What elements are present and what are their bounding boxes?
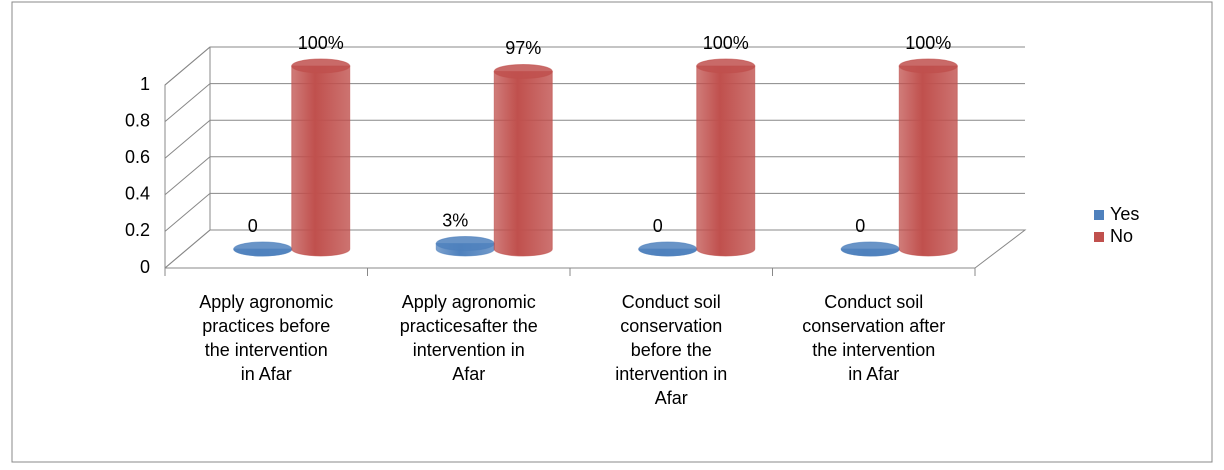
legend-label: Yes xyxy=(1110,204,1139,224)
cylinder-top xyxy=(638,241,698,257)
cylinder xyxy=(291,65,351,257)
y-tick-label: 0 xyxy=(140,257,150,277)
cylinder xyxy=(898,65,958,257)
legend-swatch xyxy=(1094,210,1104,220)
data-label: 100% xyxy=(703,33,749,53)
y-tick-label: 1 xyxy=(140,74,150,94)
cylinder xyxy=(696,65,756,257)
y-tick-label: 0.8 xyxy=(125,110,150,130)
x-tick-label: Apply agronomic practicesafter the interve… xyxy=(400,292,538,384)
legend-swatch xyxy=(1094,232,1104,242)
legend-label: No xyxy=(1110,226,1133,246)
cylinder-top xyxy=(898,58,958,74)
data-label: 100% xyxy=(905,33,951,53)
data-label: 3% xyxy=(442,210,468,230)
data-label: 0 xyxy=(248,216,258,236)
data-label: 100% xyxy=(298,33,344,53)
y-tick-label: 0.4 xyxy=(125,184,150,204)
data-label: 0 xyxy=(653,216,663,236)
x-tick-label: Apply agronomic practices before the inter… xyxy=(199,292,333,384)
cylinder-top xyxy=(233,241,293,257)
cylinder xyxy=(493,70,553,257)
data-label: 97% xyxy=(505,38,541,58)
x-tick-label: Conduct soil conservation before the interv… xyxy=(615,292,727,408)
data-label: 0 xyxy=(855,216,865,236)
cylinder-top xyxy=(291,58,351,74)
grid-line xyxy=(164,46,1025,86)
x-tick-label: Conduct soil conservation after the interv… xyxy=(802,292,945,384)
y-tick-label: 0.2 xyxy=(125,220,150,240)
y-tick-label: 0.6 xyxy=(125,147,150,167)
cylinder-top xyxy=(493,63,553,79)
cylinder-top xyxy=(696,58,756,74)
chart-border xyxy=(11,1,1213,463)
cylinder-top xyxy=(840,241,900,257)
cylinder-top xyxy=(435,236,495,252)
